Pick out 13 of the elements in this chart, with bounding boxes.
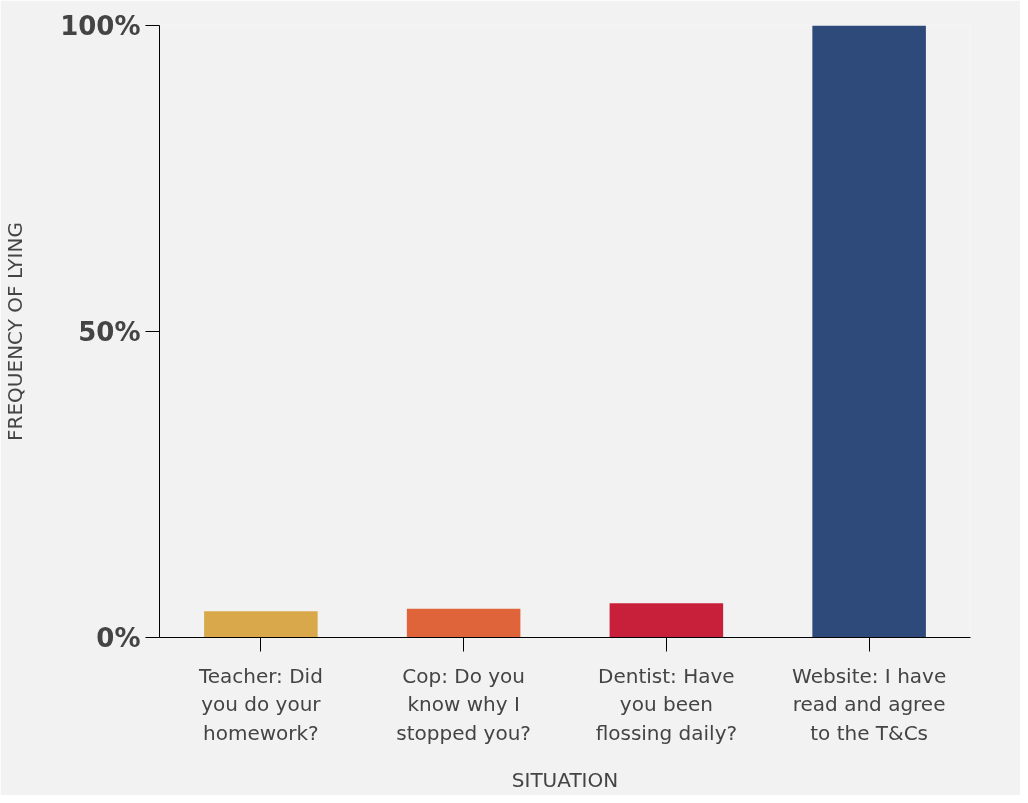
y-tick-label: 50% bbox=[78, 316, 141, 347]
bar bbox=[812, 25, 926, 638]
y-tick-label: 0% bbox=[96, 622, 141, 653]
bar bbox=[204, 611, 318, 638]
bar bbox=[406, 608, 521, 638]
y-axis-title: FREQUENCY OF LYING bbox=[3, 222, 28, 441]
x-tick-label: Teacher: Did you do your homework? bbox=[197, 663, 323, 746]
x-tick-label: Website: I have read and agree to the T&Cs bbox=[792, 663, 947, 746]
y-tick-label: 100% bbox=[60, 10, 141, 41]
x-tick-label: Cop: Do you know why I stopped you? bbox=[396, 663, 531, 746]
x-tick-label: Dentist: Have you been flossing daily? bbox=[595, 663, 738, 746]
bar bbox=[609, 603, 724, 638]
x-axis-title: SITUATION bbox=[511, 768, 619, 793]
